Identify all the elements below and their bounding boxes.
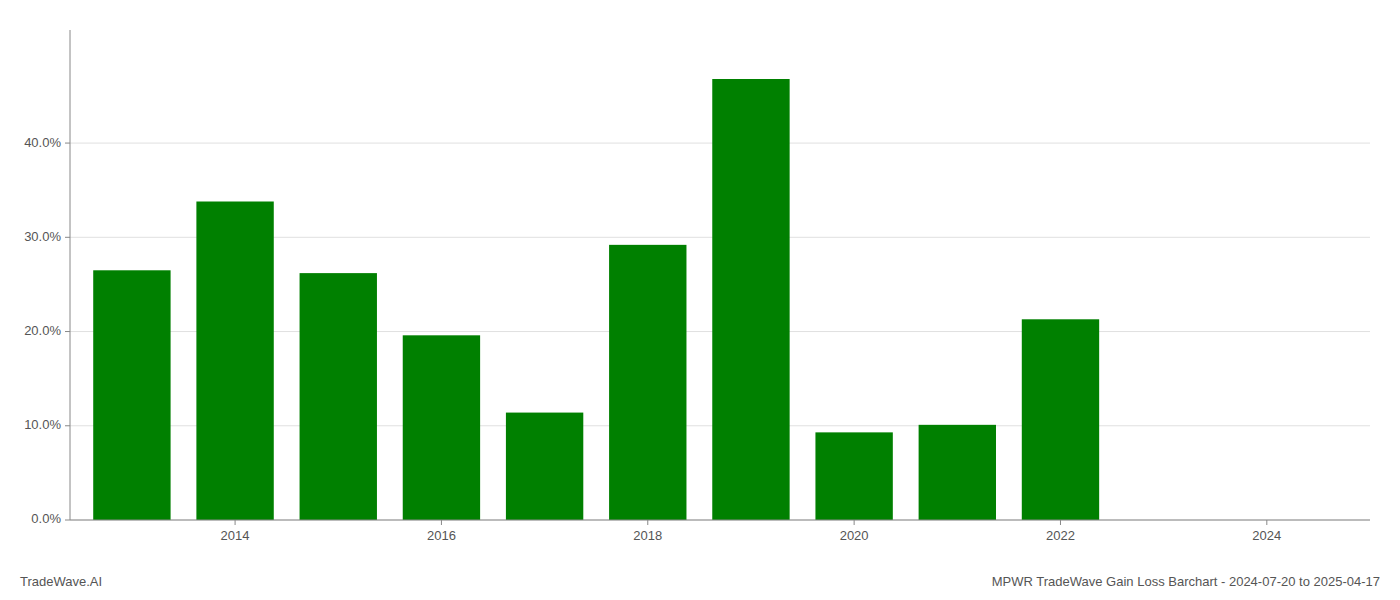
y-tick [65,143,70,144]
annotation: TradeWave.AI [20,574,102,589]
x-tick [1266,520,1267,525]
bar [506,413,583,520]
y-tick [65,331,70,332]
grid-line [70,520,1370,521]
x-tick [235,520,236,525]
bar [609,245,686,520]
bar [1022,319,1099,520]
y-tick [65,237,70,238]
background [0,0,1400,600]
x-tick-label: 2014 [221,528,250,543]
x-tick-label: 2020 [840,528,869,543]
y-tick [65,520,70,521]
x-tick-label: 2024 [1252,528,1281,543]
y-tick-label: 20.0% [24,323,61,338]
y-tick-label: 10.0% [24,417,61,432]
chart-container: 0.0% 10.0% 20.0% 30.0% 40.0% 2014 2016 2018 2020… [0,0,1400,600]
bar [815,432,892,520]
y-tick [65,425,70,426]
bar [93,270,170,520]
bar [403,335,480,520]
bars [93,79,1099,520]
y-tick-label: 30.0% [24,229,61,244]
x-tick [1060,520,1061,525]
x-tick [441,520,442,525]
bar [712,79,789,520]
x-tick [854,520,855,525]
bar [300,273,377,520]
x-tick-label: 2016 [427,528,456,543]
y-tick-label: 40.0% [24,135,61,150]
chart: 0.0% 10.0% 20.0% 30.0% 40.0% 2014 2016 2018 2020… [0,0,1400,600]
x-axis: 2014 2016 2018 2020 2022 2024 [70,520,1370,543]
x-tick-label: 2022 [1046,528,1075,543]
y-axis-line [70,30,71,520]
bar [196,202,273,521]
x-axis-line [70,520,1370,521]
y-axis: 0.0% 10.0% 20.0% 30.0% 40.0% [24,30,70,526]
x-tick [647,520,648,525]
title: MPWR TradeWave Gain Loss Barchart - 2024… [992,574,1380,589]
x-tick-label: 2018 [633,528,662,543]
bar [919,425,996,520]
y-tick-label: 0.0% [31,511,61,526]
